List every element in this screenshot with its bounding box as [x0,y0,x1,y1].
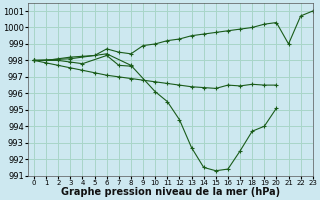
X-axis label: Graphe pression niveau de la mer (hPa): Graphe pression niveau de la mer (hPa) [61,187,280,197]
